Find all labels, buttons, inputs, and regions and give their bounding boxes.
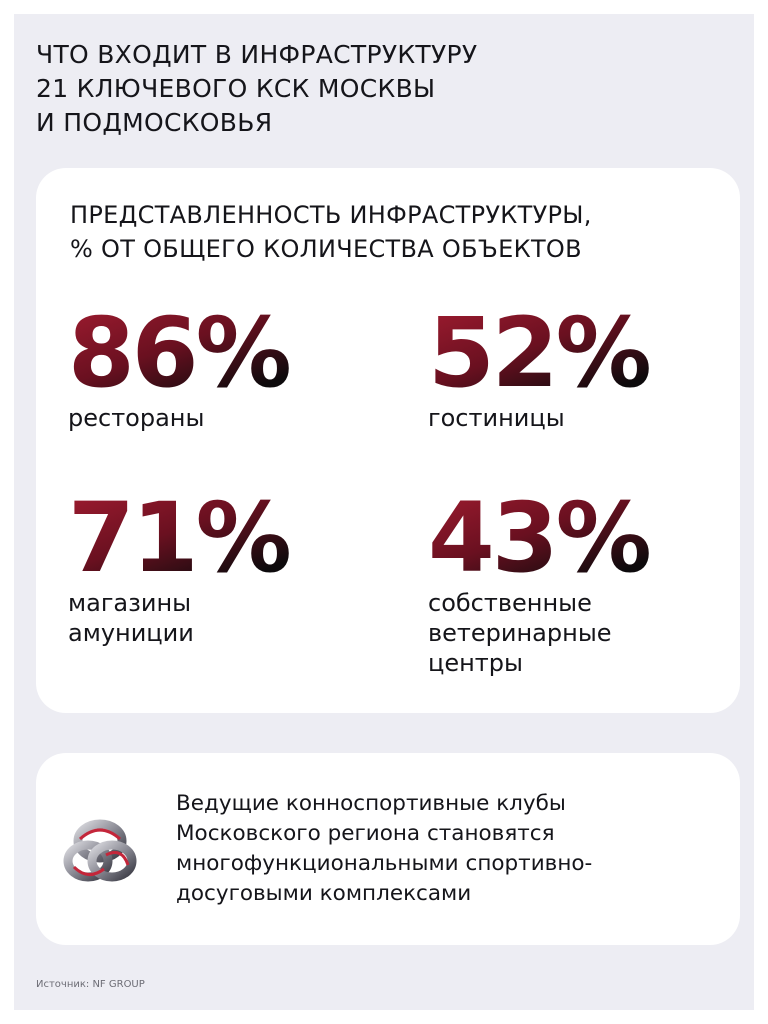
card-title: ПРЕДСТАВЛЕННОСТЬ ИНФРАСТРУКТУРЫ, % ОТ ОБЩ… bbox=[70, 198, 592, 266]
card-title-line: ПРЕДСТАВЛЕННОСТЬ ИНФРАСТРУКТУРЫ, bbox=[70, 201, 592, 229]
stat-label-line: собственные bbox=[428, 589, 592, 617]
note-text: Ведущие конноспортивные клубы Московского… bbox=[176, 789, 592, 909]
stat-label-line: рестораны bbox=[68, 404, 205, 432]
note-line: досуговыми комплексами bbox=[176, 881, 472, 906]
note-line: многофункциональными спортивно- bbox=[176, 851, 593, 876]
stat: 43% собственные ветеринарные центры bbox=[428, 482, 652, 678]
title-line: ЧТО ВХОДИТ В ИНФРАСТРУКТУРУ bbox=[36, 40, 478, 69]
stat-label-line: ветеринарные bbox=[428, 619, 612, 647]
stat-value: 71% bbox=[68, 482, 292, 594]
card-title-line: % ОТ ОБЩЕГО КОЛИЧЕСТВА ОБЪЕКТОВ bbox=[70, 235, 582, 263]
source: Источник: NF GROUP bbox=[36, 979, 145, 990]
note-card: Ведущие конноспортивные клубы Московского… bbox=[36, 753, 740, 945]
logo bbox=[63, 819, 137, 882]
note-line: Московского региона становятся bbox=[176, 821, 555, 846]
stat: 52% гостиницы bbox=[428, 297, 652, 433]
stat-label-line: магазины bbox=[68, 589, 192, 617]
title-line: И ПОДМОСКОВЬЯ bbox=[36, 108, 273, 137]
stats-card: ПРЕДСТАВЛЕННОСТЬ ИНФРАСТРУКТУРЫ, % ОТ ОБЩ… bbox=[36, 168, 740, 713]
stat-label: магазины амуниции bbox=[68, 588, 289, 648]
page-title: ЧТО ВХОДИТ В ИНФРАСТРУКТУРУ 21 КЛЮЧЕВОГО … bbox=[36, 38, 477, 140]
title-line: 21 КЛЮЧЕВОГО КСК МОСКВЫ bbox=[36, 74, 436, 103]
stat: 86% рестораны bbox=[68, 297, 292, 433]
stat-value: 52% bbox=[428, 297, 652, 409]
stat-label: гостиницы bbox=[428, 403, 649, 433]
note-line: Ведущие конноспортивные клубы bbox=[176, 791, 566, 816]
stat-value: 43% bbox=[428, 482, 652, 594]
stat-label: собственные ветеринарные центры bbox=[428, 588, 649, 678]
stat-value: 86% bbox=[68, 297, 292, 409]
stat-label-line: центры bbox=[428, 649, 523, 677]
stat: 71% магазины амуниции bbox=[68, 482, 292, 648]
stat-label-line: гостиницы bbox=[428, 404, 565, 432]
stat-label: рестораны bbox=[68, 403, 289, 433]
stat-label-line: амуниции bbox=[68, 619, 194, 647]
